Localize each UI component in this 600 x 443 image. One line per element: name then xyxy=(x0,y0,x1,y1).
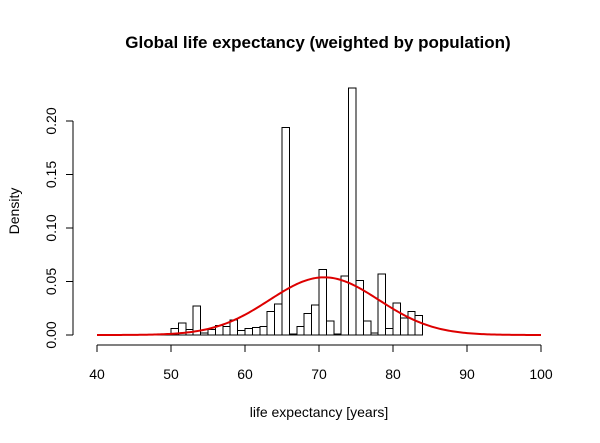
histogram-bar xyxy=(177,322,187,336)
histogram-bar xyxy=(340,275,350,336)
x-tick-label: 50 xyxy=(163,366,179,382)
histogram-bar xyxy=(200,332,209,336)
histogram-bar xyxy=(281,126,290,336)
x-tick-label: 60 xyxy=(237,366,253,382)
histogram-bar xyxy=(222,325,231,336)
histogram-bar xyxy=(266,310,276,336)
x-tick-label: 40 xyxy=(89,366,105,382)
histogram-bars xyxy=(155,87,424,336)
y-tick-label: 0.20 xyxy=(43,107,59,134)
histogram-bar xyxy=(362,320,372,336)
histogram-bar xyxy=(311,304,320,336)
histogram-bar xyxy=(288,333,298,336)
x-axis-label: life expectancy [years] xyxy=(250,404,389,420)
x-tick-label: 90 xyxy=(459,366,475,382)
x-tick-label: 80 xyxy=(385,366,401,382)
histogram-bar xyxy=(237,330,246,336)
density-curve xyxy=(97,276,542,336)
histogram-bar xyxy=(318,269,327,336)
chart-title: Global life expectancy (weighted by popu… xyxy=(125,33,510,52)
histogram-bar xyxy=(399,317,409,336)
y-axis-label: Density xyxy=(6,188,22,235)
y-tick-label: 0.05 xyxy=(43,268,59,295)
histogram-bar xyxy=(325,320,335,336)
y-axis: 0.00 0.05 0.10 0.15 0.20 xyxy=(43,107,74,349)
histogram-bar xyxy=(192,305,202,336)
histogram-bar xyxy=(296,325,305,336)
x-axis: 40 50 60 70 80 90 100 xyxy=(89,344,553,382)
histogram-bar xyxy=(348,87,357,336)
histogram-bar xyxy=(355,279,364,336)
histogram-bar xyxy=(370,332,379,336)
histogram-bar xyxy=(251,327,261,336)
y-tick-label: 0.00 xyxy=(43,321,59,348)
y-tick-label: 0.15 xyxy=(43,161,59,188)
histogram-bar xyxy=(259,325,268,336)
histogram-bar xyxy=(385,328,394,336)
y-tick-label: 0.10 xyxy=(43,214,59,241)
x-tick-label: 100 xyxy=(529,366,553,382)
histogram-bar xyxy=(244,328,253,336)
histogram-bar xyxy=(333,333,342,336)
histogram-bar xyxy=(392,302,401,336)
x-tick-label: 70 xyxy=(311,366,327,382)
histogram-bar xyxy=(303,313,313,336)
histogram-bar xyxy=(414,315,424,336)
histogram-bar xyxy=(407,310,416,336)
histogram-bar xyxy=(207,329,216,336)
histogram-bar xyxy=(274,303,283,336)
